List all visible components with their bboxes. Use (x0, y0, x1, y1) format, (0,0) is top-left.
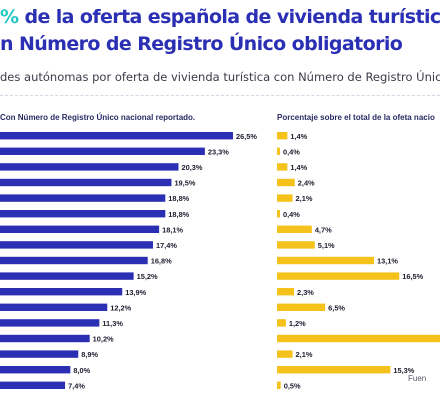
left-bar-15 (0, 350, 79, 358)
right-value-label-1: 1,4% (290, 132, 307, 141)
right-value-label-13: 1,2% (289, 319, 306, 328)
left-bar-2 (0, 147, 205, 155)
left-bar-10 (0, 272, 134, 280)
title-line-1-text: de la oferta española de vivienda turíst… (24, 6, 440, 28)
left-bar-13 (0, 319, 100, 327)
left-bar-5 (0, 194, 166, 202)
title-line-1: % de la oferta española de vivienda turí… (0, 6, 440, 29)
right-bar-12 (277, 303, 326, 311)
right-bar-5 (277, 194, 293, 202)
left-value-label-1: 26,5% (236, 132, 257, 141)
right-value-label-9: 13,1% (377, 257, 398, 266)
right-value-label-11: 2,3% (297, 288, 314, 297)
right-value-label-3: 1,4% (290, 163, 307, 172)
right-value-label-12: 6,5% (328, 303, 345, 312)
left-bar-7 (0, 225, 160, 233)
left-value-label-8: 17,4% (156, 241, 177, 250)
right-value-label-5: 2,1% (296, 194, 313, 203)
right-value-label-8: 5,1% (318, 241, 335, 250)
right-bar-3 (277, 163, 288, 171)
left-value-label-2: 23,3% (208, 147, 229, 156)
left-bar-4 (0, 178, 172, 187)
left-bar-8 (0, 241, 153, 249)
left-value-label-12: 12,2% (110, 303, 131, 312)
right-bar-1 (277, 132, 288, 140)
title-line-2: n Número de Registro Único obligatorio (0, 33, 403, 55)
right-bar-4 (277, 178, 295, 187)
right-bar-15 (277, 350, 293, 358)
left-bar-14 (0, 334, 90, 343)
right-value-label-2: 0,4% (283, 147, 300, 156)
right-bar-8 (277, 241, 315, 249)
right-bar-7 (277, 225, 312, 233)
right-value-label-7: 4,7% (315, 225, 332, 234)
right-value-label-6: 0,4% (283, 210, 300, 219)
left-value-label-9: 16,8% (151, 257, 172, 266)
left-value-label-15: 8,9% (81, 350, 98, 359)
left-bar-12 (0, 303, 108, 311)
chart-subtitle: des autónomas por oferta de vivienda tur… (0, 70, 440, 84)
left-bar-11 (0, 288, 123, 296)
title-accent: % (0, 6, 19, 28)
right-value-label-10: 16,5% (402, 272, 423, 281)
right-bar-13 (277, 319, 286, 327)
right-bar-2 (277, 147, 280, 155)
left-value-label-13: 11,3% (102, 319, 123, 328)
left-value-label-17: 7,4% (68, 381, 85, 390)
right-bar-6 (277, 210, 280, 218)
left-bar-1 (0, 132, 233, 140)
left-value-label-3: 20,3% (181, 163, 202, 172)
right-bar-17 (277, 381, 281, 389)
left-value-label-10: 15,2% (137, 272, 158, 281)
right-bar-9 (277, 256, 375, 265)
left-value-label-16: 8,0% (73, 366, 90, 375)
left-bar-16 (0, 366, 71, 374)
left-value-label-5: 18,8% (168, 194, 189, 203)
right-value-label-4: 2,4% (298, 179, 315, 188)
left-value-label-7: 18,1% (162, 225, 183, 234)
left-panel-title: Con Número de Registro Único nacional re… (0, 113, 196, 122)
left-value-label-14: 10,2% (93, 335, 114, 344)
right-bar-10 (277, 272, 400, 280)
right-bar-14 (277, 334, 440, 343)
left-value-label-6: 18,8% (168, 210, 189, 219)
left-value-label-11: 13,9% (125, 288, 146, 297)
left-bar-17 (0, 381, 66, 389)
right-bar-11 (277, 288, 295, 296)
right-bar-16 (277, 366, 391, 374)
right-value-label-16: 15,3% (393, 366, 414, 375)
left-value-label-4: 19,5% (174, 179, 195, 188)
right-panel-title: Porcentaje sobre el total de la ofeta na… (277, 113, 435, 122)
source-note: Fuen (408, 374, 427, 383)
divider (0, 95, 440, 96)
right-value-label-17: 0,5% (284, 381, 301, 390)
right-value-label-15: 2,1% (296, 350, 313, 359)
left-bar-3 (0, 163, 179, 171)
left-bar-9 (0, 256, 148, 265)
left-bar-6 (0, 210, 166, 218)
